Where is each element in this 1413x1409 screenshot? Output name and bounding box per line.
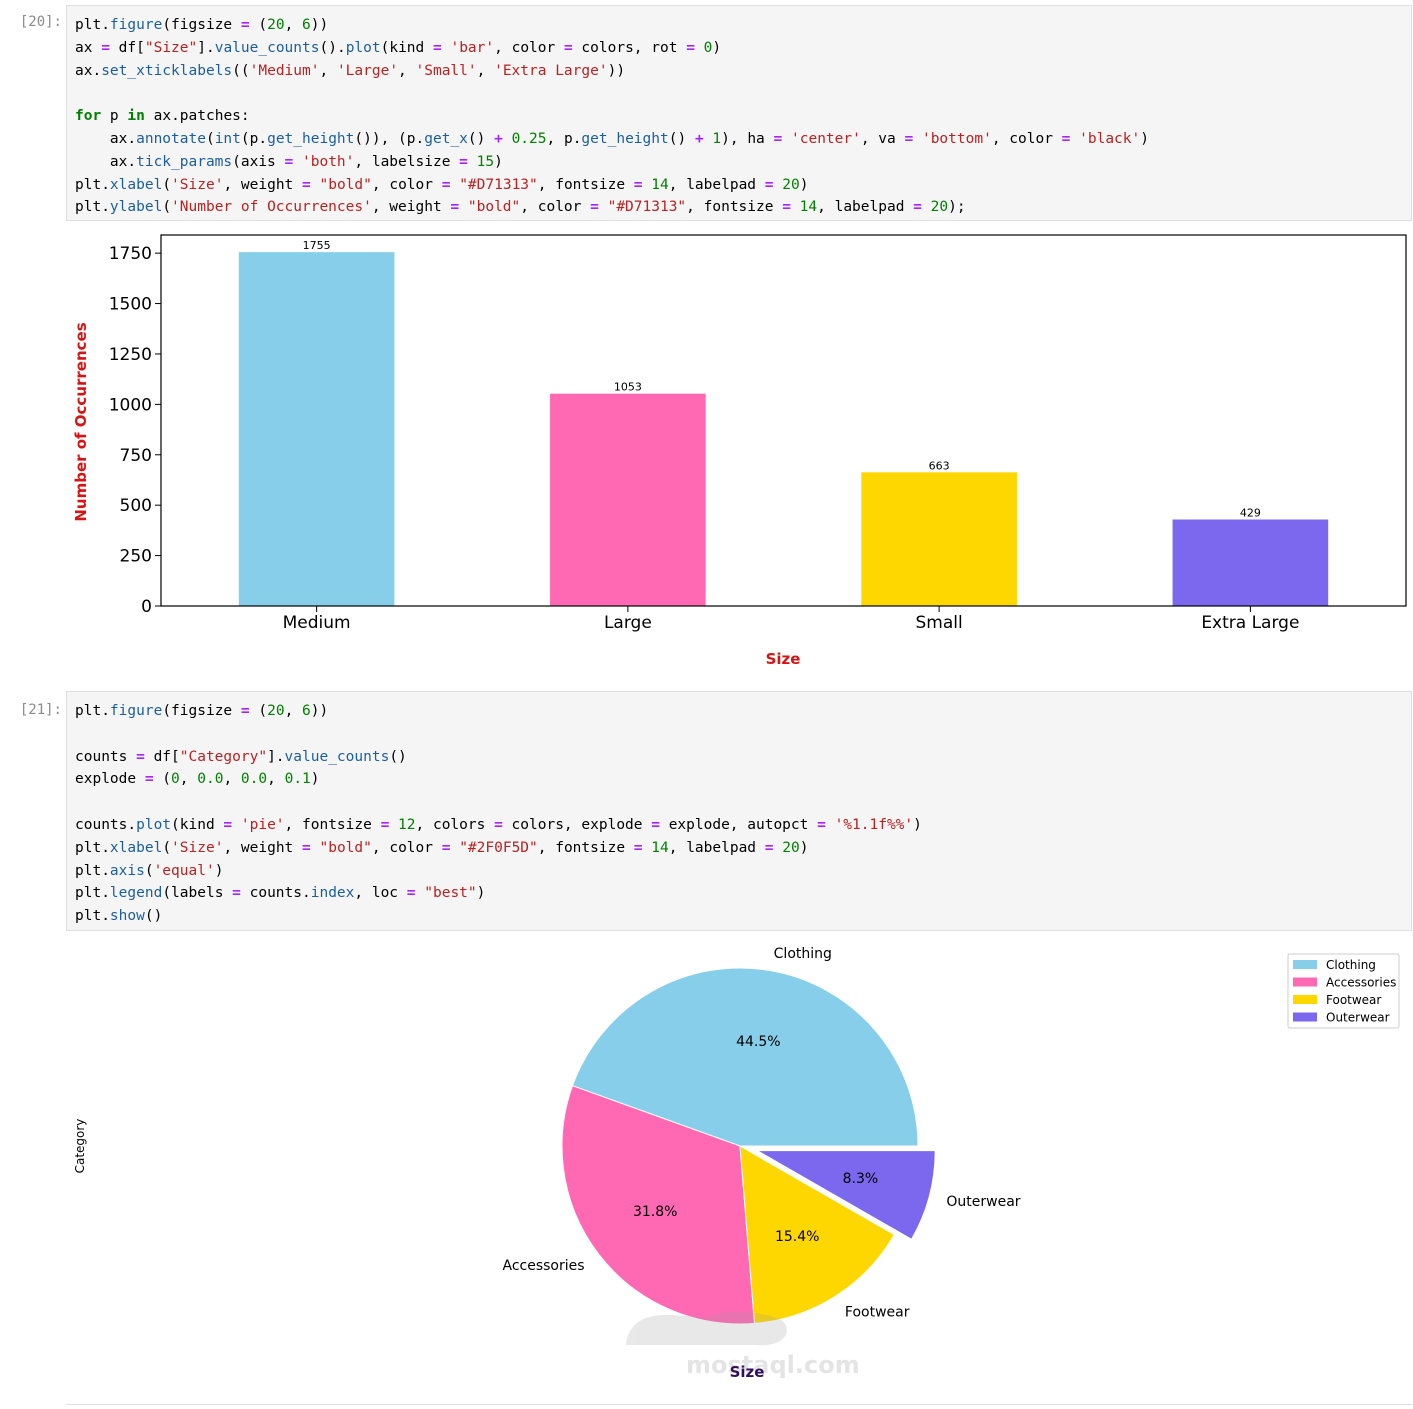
x-tick-label: Medium xyxy=(283,613,351,633)
bar xyxy=(550,393,706,606)
pie-slice xyxy=(571,967,919,1147)
x-axis-label: Size xyxy=(730,1363,765,1381)
pie-pct-label: 31.8% xyxy=(633,1204,677,1220)
x-tick-label: Large xyxy=(604,613,652,633)
watermark-logo xyxy=(626,1311,787,1346)
y-tick-label: 1750 xyxy=(109,244,152,264)
pie-chart: 44.5% 31.8% 15.4% 8.3% Clothing Accessories F… xyxy=(73,946,1400,1381)
pie-chart-output: 44.5% 31.8% 15.4% 8.3% Clothing Accessories F… xyxy=(66,935,1412,1405)
legend-frame xyxy=(1287,953,1400,1029)
y-tick-label: 250 xyxy=(120,547,152,567)
y-tick-label: 750 xyxy=(120,446,152,466)
bar xyxy=(238,252,395,606)
code-line: ax.tick_params(axis = 'both', labelsize … xyxy=(75,153,503,170)
legend-swatch xyxy=(1293,960,1317,969)
legend-swatch xyxy=(1293,995,1317,1004)
x-tick-label: Extra Large xyxy=(1201,613,1299,633)
code-block: plt.figure(figsize = (20, 6)) counts = d… xyxy=(67,692,1411,928)
code-line: counts = df["Category"].value_counts() xyxy=(75,748,407,765)
bar-data-label: 1053 xyxy=(614,381,642,394)
pie-category-label: Outerwear xyxy=(946,1194,1020,1210)
code-line: ax = df["Size"].value_counts().plot(kind… xyxy=(75,39,722,56)
watermark: mostaql.com xyxy=(626,1311,860,1379)
code-line: plt.figure(figsize = (20, 6)) xyxy=(75,703,329,719)
pie-category-label: Accessories xyxy=(502,1258,584,1274)
code-line: plt.ylabel('Number of Occurrences', weig… xyxy=(75,199,966,216)
legend-item: Clothing xyxy=(1326,958,1376,972)
code-cell-21[interactable]: plt.figure(figsize = (20, 6)) counts = d… xyxy=(66,691,1412,931)
pie-slice xyxy=(755,1150,936,1240)
pie-category-label: Footwear xyxy=(845,1304,910,1320)
pie-pct-label: 44.5% xyxy=(736,1034,780,1050)
watermark-text: mostaql.com xyxy=(686,1351,860,1379)
legend-swatch xyxy=(1293,977,1317,987)
bar-chart: 0 250 500 750 1000 1250 1500 1750 1755 1053 663 42… xyxy=(72,234,1407,668)
pie-pct-label: 15.4% xyxy=(775,1229,819,1245)
bar xyxy=(861,472,1017,606)
code-line: counts.plot(kind = 'pie', fontsize = 12,… xyxy=(75,816,922,833)
y-tick-label: 500 xyxy=(120,496,152,516)
code-line: plt.figure(figsize = (20, 6)) xyxy=(75,17,329,33)
x-tick-label: Small xyxy=(916,613,963,633)
bar xyxy=(1172,519,1329,606)
y-tick-label: 1000 xyxy=(109,395,152,415)
code-line: ax.set_xticklabels(('Medium', 'Large', '… xyxy=(75,62,626,79)
code-line: explode = (0, 0.0, 0.0, 0.1) xyxy=(75,771,320,788)
legend-item: Accessories xyxy=(1326,976,1396,990)
y-axis-label: Category xyxy=(73,1119,87,1174)
code-line: plt.xlabel('Size', weight = "bold", colo… xyxy=(75,839,809,856)
bar-data-label: 1755 xyxy=(303,239,331,252)
code-line: plt.show() xyxy=(75,908,163,925)
y-tick-label: 0 xyxy=(141,597,152,617)
code-line: ax.annotate(int(p.get_height()), (p.get_… xyxy=(75,130,1149,147)
bar-data-label: 663 xyxy=(929,459,950,472)
code-block: plt.figure(figsize = (20, 6)) ax = df["S… xyxy=(67,6,1411,219)
plot-frame xyxy=(160,234,1407,607)
bottom-divider xyxy=(66,1404,1412,1405)
legend-item: Outerwear xyxy=(1326,1011,1390,1025)
cell-prompt-21: [21]: xyxy=(19,702,62,718)
bar-data-label: 429 xyxy=(1240,507,1261,520)
code-line: plt.legend(labels = counts.index, loc = … xyxy=(75,885,486,902)
code-line: plt.axis('equal') xyxy=(75,862,224,879)
legend-item: Footwear xyxy=(1326,993,1381,1007)
y-axis-label: Number of Occurrences xyxy=(72,322,90,521)
pie-pct-label: 8.3% xyxy=(843,1171,879,1187)
pie-slice xyxy=(739,1145,896,1324)
code-line: plt.xlabel('Size', weight = "bold", colo… xyxy=(75,176,809,193)
pie-category-label: Clothing xyxy=(774,946,832,962)
x-axis-label: Size xyxy=(766,650,801,668)
y-tick-label: 1500 xyxy=(109,295,152,315)
cell-prompt-20: [20]: xyxy=(19,14,62,30)
code-cell-20[interactable]: plt.figure(figsize = (20, 6)) ax = df["S… xyxy=(66,5,1412,221)
legend: Clothing Accessories Footwear Outerwear xyxy=(1287,953,1400,1029)
legend-swatch xyxy=(1293,1012,1317,1022)
pie-slice xyxy=(561,1085,756,1325)
y-tick-label: 1250 xyxy=(109,345,152,365)
bar-chart-output: 0 250 500 750 1000 1250 1500 1750 1755 1053 663 42… xyxy=(66,228,1412,678)
code-line: for p in ax.patches: xyxy=(75,108,250,125)
